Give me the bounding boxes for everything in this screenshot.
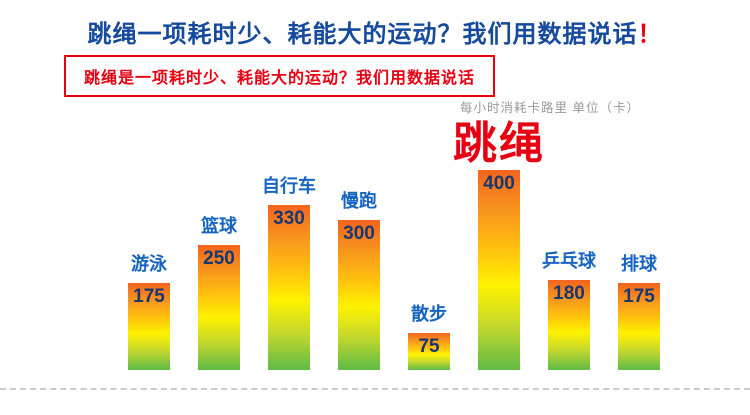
bar: 400 [478, 170, 520, 370]
subtitle-text: 跳绳是一项耗时少、耗能大的运动？我们用数据说话 [84, 70, 476, 87]
unit-note: 每小时消耗卡路里 单位（卡） [460, 101, 640, 115]
bar: 300 [338, 220, 380, 370]
page-title-text: 跳绳一项耗时少、耗能大的运动？我们用数据说话 [87, 21, 638, 48]
bottom-dashed-divider [0, 388, 750, 390]
bar-value: 400 [483, 173, 515, 194]
bar: 75 [408, 332, 450, 370]
bar: 175 [128, 282, 170, 370]
bar-category-label: 排球 [621, 253, 657, 274]
bar: 175 [618, 282, 660, 370]
bar-value: 175 [623, 285, 655, 307]
bar-category-label: 慢跑 [341, 191, 377, 211]
bar-category-label: 篮球 [201, 216, 237, 236]
bar-chart: 游泳 175 篮球 250 自行车 330 慢跑 300 散步 75 跳绳 400 乒乓球 180 排球 17… [128, 90, 660, 370]
bar-category-label: 跳绳 [453, 118, 545, 168]
page-title: 跳绳一项耗时少、耗能大的运动？我们用数据说话！ [0, 14, 750, 49]
bar-column: 散步 75 [408, 300, 450, 370]
bar-value: 330 [273, 208, 305, 229]
bar-category-label: 散步 [411, 303, 447, 324]
bar-column: 跳绳 400 [453, 120, 543, 370]
bar-value: 250 [203, 248, 235, 269]
page-title-exclaim: ！ [637, 21, 663, 48]
bar: 330 [268, 205, 310, 370]
bar-column: 慢跑 300 [338, 187, 380, 370]
bar-category-label: 自行车 [262, 176, 316, 196]
bar-column: 游泳 175 [128, 250, 170, 370]
bar-column: 自行车 330 [262, 172, 316, 370]
bar: 180 [548, 280, 590, 370]
bar-column: 乒乓球 180 [542, 247, 596, 370]
bar-category-label: 乒乓球 [542, 251, 596, 271]
bar-value: 175 [133, 285, 165, 307]
bar-value: 300 [343, 223, 375, 244]
bar-category-label: 游泳 [131, 253, 167, 274]
subtitle-box: 跳绳是一项耗时少、耗能大的运动？我们用数据说话 [64, 55, 496, 97]
bar-value: 75 [418, 335, 440, 357]
bar-value: 180 [553, 283, 585, 304]
bar-column: 排球 175 [618, 250, 660, 370]
bar: 250 [198, 245, 240, 370]
bar-column: 篮球 250 [198, 212, 240, 370]
